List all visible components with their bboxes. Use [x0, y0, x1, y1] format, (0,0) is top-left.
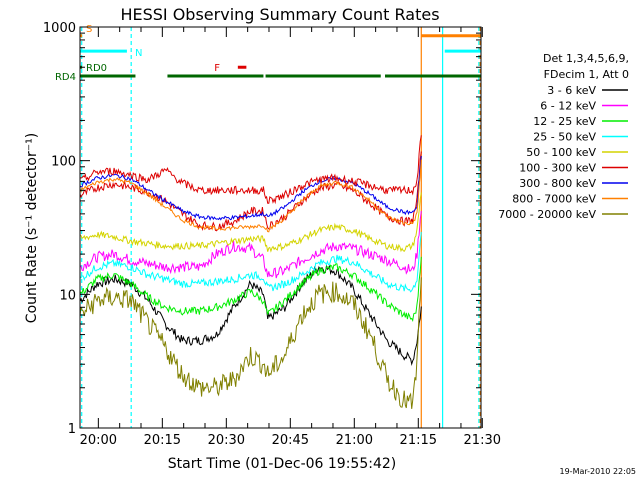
y-tick-label: 1 [68, 422, 76, 437]
plot-area: S N F RD0 RD4 20:00 20:15 20:30 20:45 21:00 21:15… [43, 21, 501, 448]
flag-label-n: N [135, 48, 142, 59]
legend: Det 1,3,4,5,6,9, FDecim 1, Att 0 3 - 6 k… [498, 52, 629, 221]
x-tick-label: 20:00 [80, 433, 117, 448]
y-tick-label: 100 [51, 155, 76, 170]
series-line-800to7000keV [79, 159, 422, 233]
x-axis-label: Start Time (01-Dec-06 19:55:42) [168, 456, 396, 472]
x-tick-label: 20:45 [272, 433, 309, 448]
legend-label: 300 - 800 keV [519, 177, 596, 190]
legend-label: 3 - 6 keV [547, 84, 596, 97]
series-line-12to25keV [79, 256, 422, 322]
flag-label-f: F [214, 63, 220, 74]
plot-frame [79, 26, 482, 429]
series-line-7000to20000keV [79, 277, 422, 409]
footer-timestamp: 19-Mar-2010 22:05 [560, 467, 637, 476]
y-tick-label: 1000 [43, 21, 76, 36]
legend-label: 6 - 12 keV [540, 100, 596, 113]
x-tick-label: 21:00 [336, 433, 373, 448]
legend-label: 12 - 25 keV [533, 115, 596, 128]
legend-label: 800 - 7000 keV [512, 193, 596, 206]
y-axis-ticks: 1 10 100 1000 [43, 21, 481, 437]
series-line-25to50keV [79, 231, 422, 293]
flag-label-rd0: RD0 [86, 63, 107, 74]
legend-header-2: FDecim 1, Att 0 [544, 68, 629, 81]
legend-label: 100 - 300 keV [519, 162, 596, 175]
flag-label-s: S [86, 24, 92, 35]
series-line-50to100keV [79, 192, 422, 253]
chart-title: HESSI Observing Summary Count Rates [120, 5, 439, 24]
vertical-markers [81, 27, 481, 428]
legend-label: 50 - 100 keV [526, 146, 596, 159]
x-tick-label: 20:15 [144, 433, 181, 448]
legend-label: 25 - 50 keV [533, 131, 596, 144]
x-tick-label: 20:30 [208, 433, 245, 448]
x-axis-ticks: 20:00 20:15 20:30 20:45 21:00 21:15 21:30 [80, 27, 501, 448]
series-line-6to12keV [79, 211, 422, 279]
flag-bars: S N F RD0 RD4 [55, 24, 481, 83]
legend-label: 7000 - 20000 keV [498, 208, 596, 221]
x-tick-label: 21:30 [464, 433, 501, 448]
series-line-3to6keV [79, 264, 422, 366]
legend-header-1: Det 1,3,4,5,6,9, [543, 52, 629, 65]
series-line-300to800keV [79, 155, 422, 221]
series-lines [79, 135, 422, 409]
y-tick-label: 10 [59, 288, 76, 303]
y-axis-label: Count Rate (s⁻¹ detector⁻¹) [24, 133, 40, 323]
x-tick-label: 21:15 [400, 433, 437, 448]
series-line-upper-100to300keV [79, 135, 422, 205]
flag-label-rd4: RD4 [55, 72, 76, 83]
